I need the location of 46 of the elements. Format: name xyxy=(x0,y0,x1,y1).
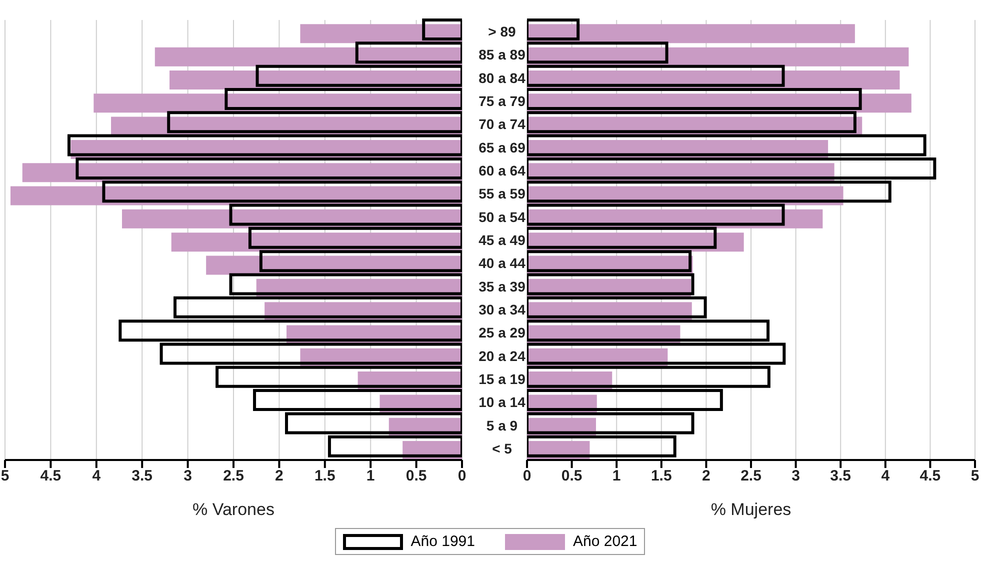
y-tick-label: 50 a 54 xyxy=(478,208,526,225)
y-tick-label: 5 a 9 xyxy=(486,417,518,434)
y-tick-label: 30 a 34 xyxy=(478,301,526,318)
x-tick-label: 1 xyxy=(366,468,375,485)
y-tick-label: 80 a 84 xyxy=(478,70,526,86)
bar xyxy=(527,24,855,44)
y-tick-label: 20 a 24 xyxy=(478,348,526,364)
y-tick-label: 55 a 59 xyxy=(478,186,526,202)
x-tick-label: 3.5 xyxy=(830,468,852,485)
legend-label: Año 1991 xyxy=(410,533,475,550)
x-tick-label: 4 xyxy=(92,468,102,485)
y-tick-label: 15 a 19 xyxy=(478,370,526,387)
y-tick-label: 65 a 69 xyxy=(478,139,526,156)
x-tick-label: 4.5 xyxy=(920,468,941,485)
x-axis-title: % Mujeres xyxy=(710,500,792,519)
x-tick-label: 0 xyxy=(458,468,466,485)
x-axis-title: % Varones xyxy=(192,500,274,519)
x-tick-label: 4 xyxy=(881,468,890,485)
x-tick-label: 2.5 xyxy=(740,468,762,485)
x-tick-label: 2.5 xyxy=(223,468,244,485)
x-tick-label: 5 xyxy=(970,468,980,485)
y-tick-label: 35 a 39 xyxy=(478,278,526,294)
x-tick-label: 0.5 xyxy=(561,468,582,485)
x-tick-label: 0 xyxy=(522,468,532,485)
x-tick-label: 3.5 xyxy=(132,468,153,485)
y-tick-label: 10 a 14 xyxy=(478,394,526,410)
legend-label: Año 2021 xyxy=(573,533,638,550)
x-tick-label: 5 xyxy=(0,468,10,485)
y-tick-label: 25 a 29 xyxy=(478,324,526,341)
x-tick-label: 4.5 xyxy=(40,468,62,485)
y-tick-label: < 5 xyxy=(492,440,512,456)
y-tick-label: 45 a 49 xyxy=(478,232,526,248)
y-tick-label: 60 a 64 xyxy=(478,162,526,179)
x-tick-label: 1.5 xyxy=(314,468,336,485)
y-tick-label: 85 a 89 xyxy=(478,46,526,63)
x-tick-label: 3 xyxy=(184,468,192,485)
y-tick-label: 70 a 74 xyxy=(478,116,526,132)
y-tick-label: 75 a 79 xyxy=(478,93,526,110)
x-tick-label: 0.5 xyxy=(406,468,427,485)
x-tick-label: 2 xyxy=(275,468,284,485)
x-tick-label: 2 xyxy=(702,468,710,485)
x-tick-label: 3 xyxy=(792,468,800,485)
y-tick-label: > 89 xyxy=(488,24,516,40)
x-tick-label: 1 xyxy=(612,468,621,485)
x-tick-label: 1.5 xyxy=(650,468,672,485)
y-tick-label: 40 a 44 xyxy=(478,255,526,272)
